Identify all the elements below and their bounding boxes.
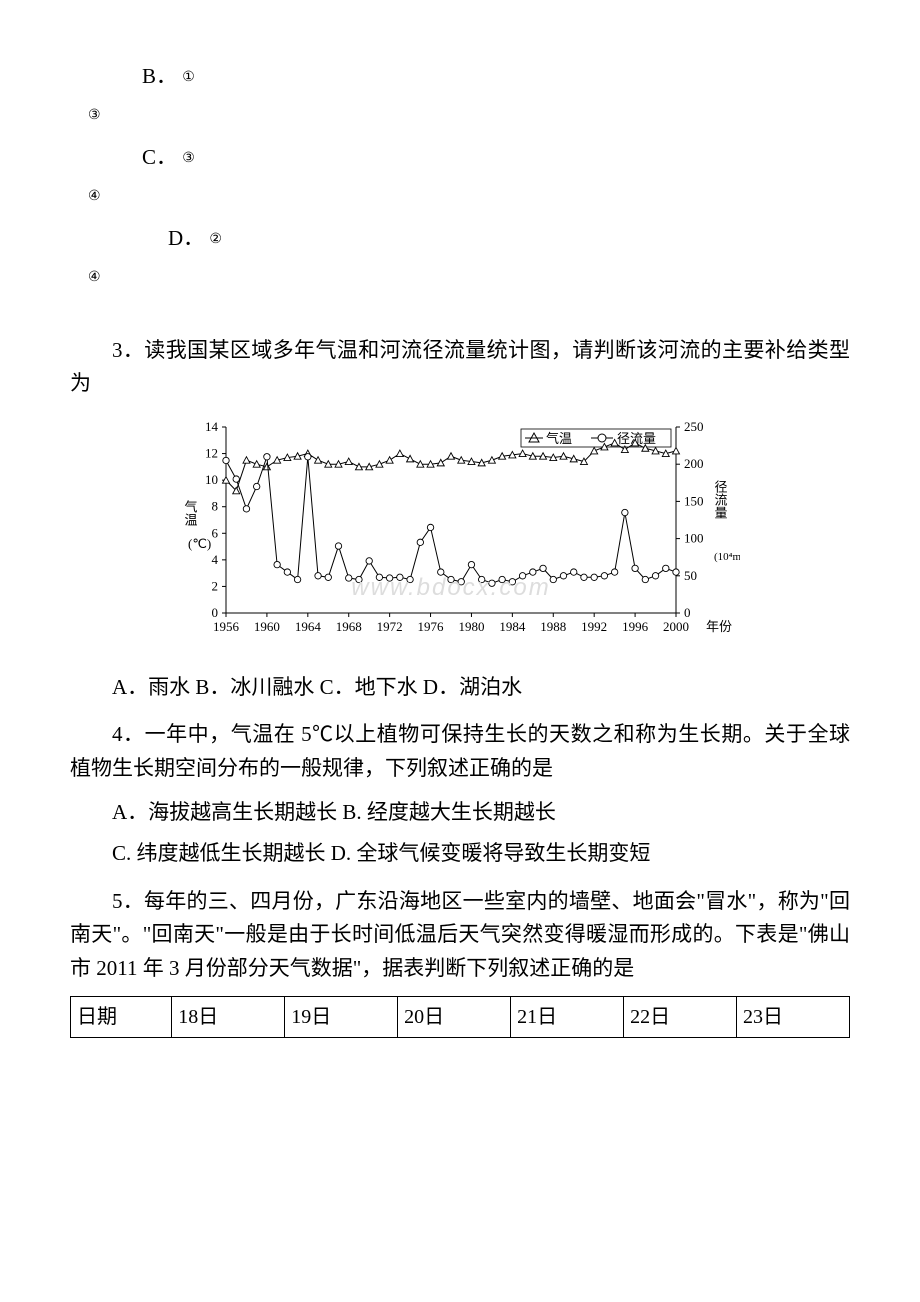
q2-B-second: ③ <box>88 98 850 132</box>
col-d19: 19日 <box>285 996 398 1037</box>
weather-table: 日期 18日 19日 20日 21日 22日 23日 <box>70 996 850 1038</box>
svg-text:1980: 1980 <box>458 619 484 634</box>
q2-option-C: C． ③ ④ <box>70 141 850 212</box>
q4-stem: 4．一年中，气温在 5℃以上植物可保持生长的天数之和称为生长期。关于全球植物生长… <box>70 718 850 785</box>
svg-text:(10⁴m³): (10⁴m³) <box>714 551 740 563</box>
col-d22: 22日 <box>624 996 737 1037</box>
svg-text:1956: 1956 <box>213 619 240 634</box>
col-date: 日期 <box>71 996 172 1037</box>
svg-text:100: 100 <box>684 530 704 545</box>
q2-B-letter: B． ① <box>142 60 850 94</box>
svg-text:1960: 1960 <box>254 619 280 634</box>
svg-text:10: 10 <box>205 472 218 487</box>
svg-text:1968: 1968 <box>336 619 362 634</box>
q5-stem: 5．每年的三、四月份，广东沿海地区一些室内的墙壁、地面会"冒水"，称为"回南天"… <box>70 885 850 986</box>
table-row: 日期 18日 19日 20日 21日 22日 23日 <box>71 996 850 1037</box>
svg-text:气温: 气温 <box>546 431 572 446</box>
svg-text:2000: 2000 <box>663 619 689 634</box>
svg-text:2: 2 <box>212 578 219 593</box>
svg-text:4: 4 <box>212 552 219 567</box>
svg-text:6: 6 <box>212 525 219 540</box>
svg-text:1984: 1984 <box>499 619 526 634</box>
svg-text:1992: 1992 <box>581 619 607 634</box>
q3-stem: 3．读我国某区域多年气温和河流径流量统计图，请判断该河流的主要补给类型为 <box>70 334 850 401</box>
svg-text:www.bdocx.com: www.bdocx.com <box>351 574 550 601</box>
svg-text:0: 0 <box>212 605 219 620</box>
circled-1: ① <box>182 70 195 85</box>
q2-D-letter: D． ② <box>168 222 850 256</box>
svg-text:250: 250 <box>684 419 704 434</box>
q2-C-letter: C． ③ <box>142 141 850 175</box>
svg-text:年份: 年份 <box>706 619 732 634</box>
svg-text:径流量: 径流量 <box>713 480 728 519</box>
col-d21: 21日 <box>511 996 624 1037</box>
svg-text:150: 150 <box>684 493 704 508</box>
svg-text:50: 50 <box>684 568 697 583</box>
svg-text:1972: 1972 <box>377 619 403 634</box>
svg-text:0: 0 <box>684 605 691 620</box>
col-d18: 18日 <box>172 996 285 1037</box>
col-d23: 23日 <box>737 996 850 1037</box>
col-d20: 20日 <box>398 996 511 1037</box>
q2-C-second: ④ <box>88 179 850 213</box>
svg-text:1996: 1996 <box>622 619 649 634</box>
circled-2: ② <box>209 232 222 247</box>
q2-option-D: D． ② ④ <box>70 222 850 293</box>
circled-3: ③ <box>182 151 195 166</box>
svg-text:(℃): (℃) <box>188 536 211 551</box>
q3-options: A．雨水 B．冰川融水 C．地下水 D．湖泊水 <box>70 671 850 705</box>
q2-D-second: ④ <box>88 260 850 294</box>
svg-text:8: 8 <box>212 498 219 513</box>
svg-text:14: 14 <box>205 419 219 434</box>
q4-opts-line1: A．海拔越高生长期越长 B. 经度越大生长期越长 <box>70 796 850 830</box>
temp-runoff-chart: 0 2 4 6 8 10 12 14 0 50 100 150 200 250 1956 1960 1964 19… <box>180 413 740 643</box>
q3-chart: 0 2 4 6 8 10 12 14 0 50 100 150 200 250 1956 1960 1964 19… <box>70 413 850 643</box>
svg-text:200: 200 <box>684 456 704 471</box>
q4-opts-line2: C. 纬度越低生长期越长 D. 全球气候变暖将导致生长期变短 <box>70 837 850 871</box>
svg-text:1988: 1988 <box>540 619 566 634</box>
svg-text:1964: 1964 <box>295 619 322 634</box>
svg-text:气温: 气温 <box>183 499 198 526</box>
svg-text:1976: 1976 <box>418 619 445 634</box>
svg-text:12: 12 <box>205 445 218 460</box>
q2-option-B: B． ① ③ <box>70 60 850 131</box>
